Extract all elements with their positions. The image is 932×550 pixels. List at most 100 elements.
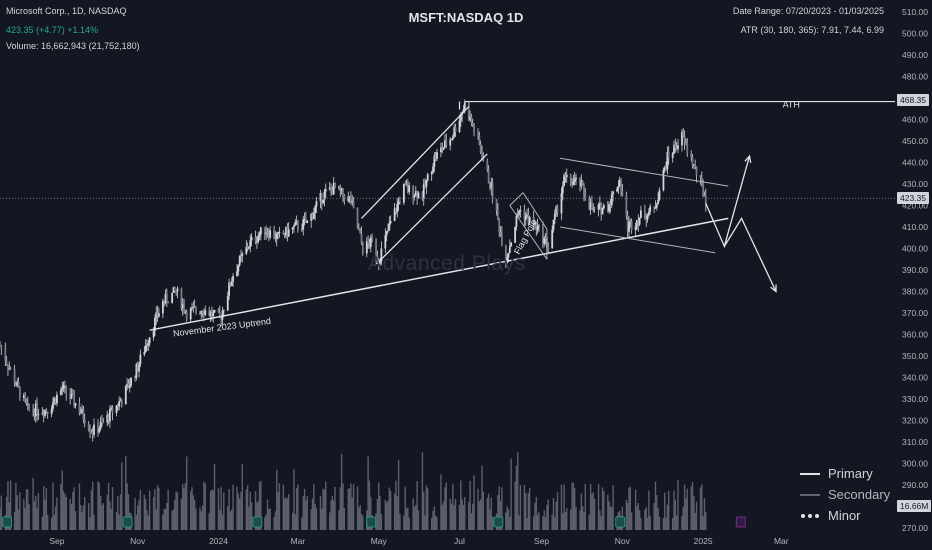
candles [0,99,707,442]
volume-bar [97,481,99,530]
volume-bar [248,506,250,530]
volume-bar [600,516,602,530]
volume-bar [699,487,702,530]
candle-body [621,191,624,196]
candle-body [7,364,9,369]
volume-bar [389,490,392,530]
candle-body [588,199,591,209]
volume-bar [72,492,74,530]
volume-bar [404,486,406,530]
volume-bar [176,492,179,530]
candle-body [138,364,140,372]
volume-bar [359,505,361,530]
candle-body [662,169,665,191]
candle-body [495,199,498,211]
candle-body [675,147,678,150]
candle-body [297,221,299,230]
volume-bar [171,511,173,530]
candle-body [667,151,670,159]
candle-body [228,282,230,297]
earnings-icon [2,516,13,528]
volume-bar [84,496,86,530]
candle-body [655,204,658,208]
candle-body [352,200,355,208]
volume-bar [343,508,345,530]
candle-body [185,311,188,320]
volume-bar [695,501,698,530]
volume-bar [487,493,490,530]
volume-bar [139,489,142,530]
volume-bar [498,486,500,530]
symbol-line: Microsoft Corp., 1D, NASDAQ [6,6,127,16]
volume-bar [634,489,637,530]
volume-bar [612,484,614,530]
candle-body [640,210,642,218]
candle-body [702,183,705,196]
volume-bar [555,501,557,530]
volume-bar [526,517,528,530]
candle-body [275,233,278,239]
candle-body [106,414,109,423]
candle-body [322,199,325,204]
volume-bar [408,517,410,530]
candle-body [110,407,113,410]
candle-body [266,232,269,234]
volume-bar [17,509,20,530]
candle-body [469,116,471,121]
volume-bar [27,489,29,530]
volume-bar [527,492,530,530]
candle-body [695,166,698,176]
candle-body [126,383,129,387]
volume-bar [472,503,474,530]
candle-body [536,226,539,231]
volume-bar [238,498,241,530]
candle-body [82,408,85,420]
candle-body [273,230,276,239]
volume-bar [180,498,183,530]
legend-minor: Minor [800,505,930,526]
bullish-projection-arrow-head [744,154,752,164]
candle-body [163,301,166,303]
volume-bar [223,492,225,530]
candle-body [463,102,466,110]
candle-body [388,223,391,231]
legend-primary: Primary [800,463,930,484]
volume-bar [674,499,677,530]
volume-bar [607,494,609,530]
flag-cap-line [509,192,524,206]
volume-bar [677,480,679,530]
volume-bar [265,514,267,530]
volume-bar [107,482,110,530]
x-tick-label: 2025 [694,536,713,546]
volume-bar [28,504,30,530]
volume-bar [654,481,657,530]
volume-bar [470,513,473,530]
candle-body [625,195,628,216]
volume-bar [481,465,483,530]
volume-bar [158,487,160,530]
volume-bar [702,516,704,530]
candle-body [9,368,12,370]
volume-bar [44,499,46,530]
volume-tag: 16.66M [897,500,932,512]
volume-bar [370,496,372,530]
volume-bar [637,502,639,530]
volume-bar [254,491,257,530]
candle-body [181,303,184,309]
volume-bar [339,487,342,530]
candle-body [277,232,279,234]
volume-bar [24,507,26,530]
candle-body [91,431,94,435]
candle-body [119,400,122,402]
volume-bar [640,517,642,530]
volume-bar [452,483,454,530]
volume-bar [628,487,630,530]
volume-bar [432,510,434,530]
candle-body [482,159,485,161]
volume-bar [388,487,391,530]
volume-bar [486,497,489,530]
candle-body [646,215,649,220]
volume-bar [579,510,581,530]
candle-body [458,120,461,132]
